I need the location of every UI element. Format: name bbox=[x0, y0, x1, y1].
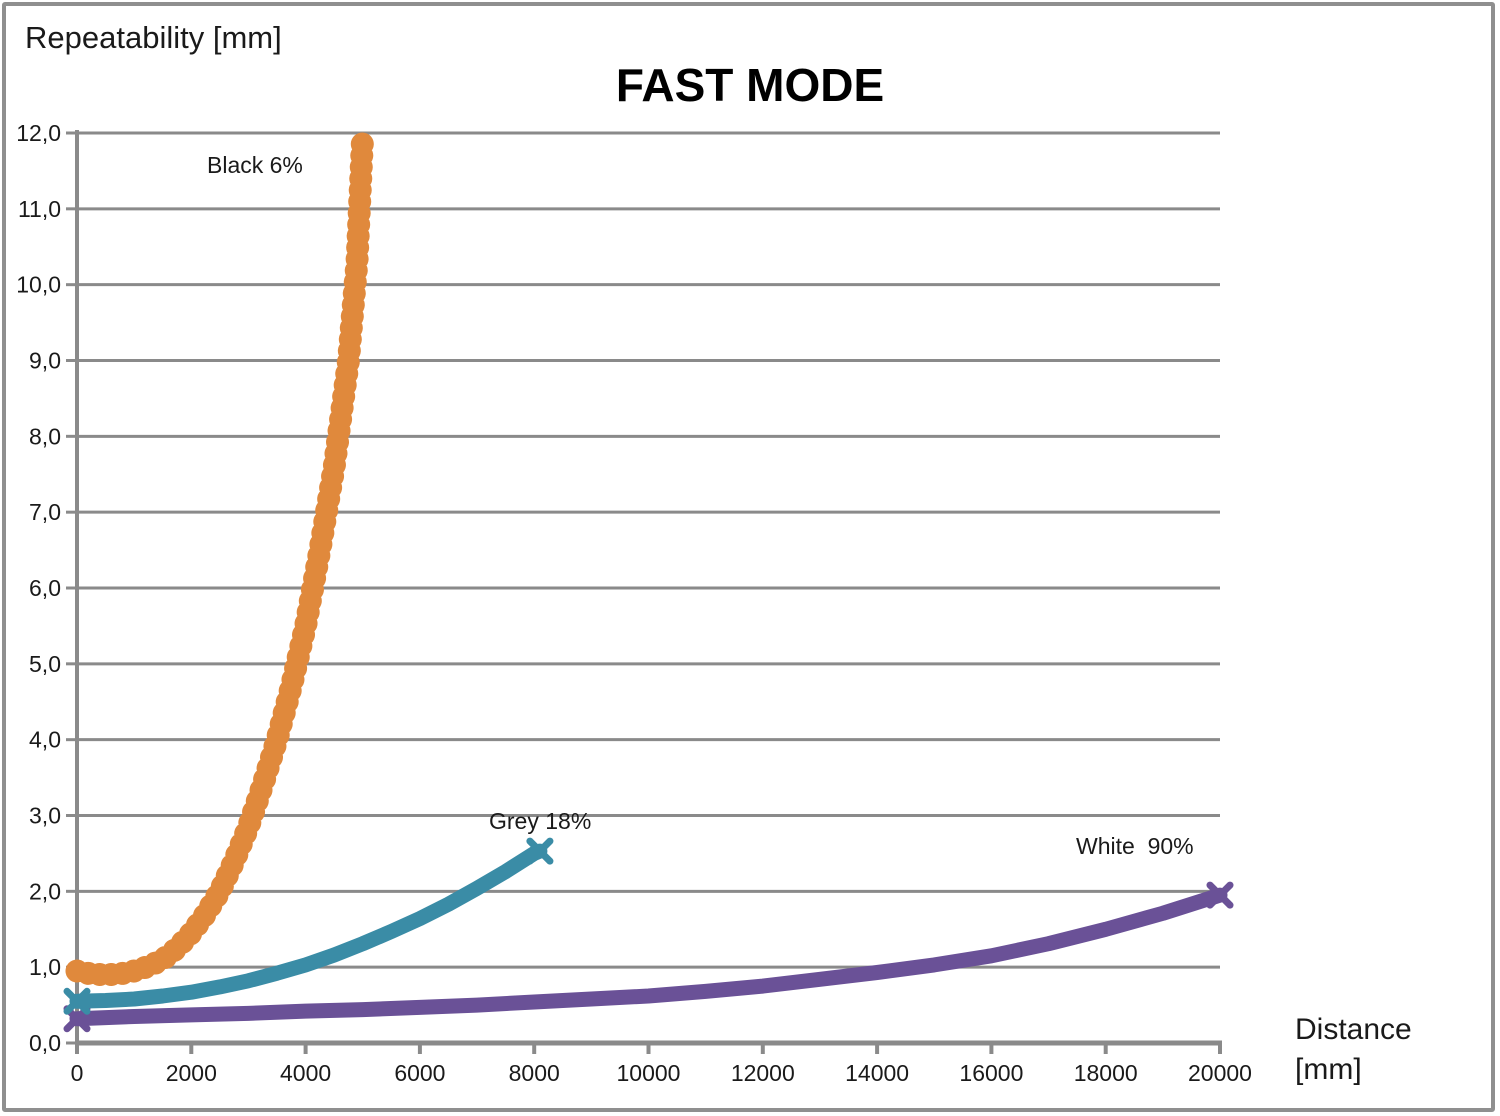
series-curve-black bbox=[65, 121, 375, 987]
x-axis-title-line2: [mm] bbox=[1295, 1053, 1362, 1086]
x-tick-label: 18000 bbox=[1074, 1060, 1138, 1086]
y-tick-label: 2,0 bbox=[29, 878, 61, 904]
y-tick-label: 9,0 bbox=[29, 348, 61, 374]
series-label-white-90: White 90% bbox=[1076, 833, 1194, 859]
x-tick-label: 10000 bbox=[617, 1060, 681, 1086]
series-curve-white bbox=[69, 887, 1228, 1027]
x-tick-label: 20000 bbox=[1188, 1060, 1252, 1086]
x-tick-label: 8000 bbox=[509, 1060, 560, 1086]
x-tick-label: 12000 bbox=[731, 1060, 795, 1086]
y-tick-label: 1,0 bbox=[29, 954, 61, 980]
chart-title: FAST MODE bbox=[615, 59, 885, 111]
x-tick-label: 2000 bbox=[166, 1060, 217, 1086]
x-axis-title: Distance [mm] bbox=[1295, 1010, 1412, 1090]
y-tick-label: 3,0 bbox=[29, 803, 61, 829]
y-tick-label: 8,0 bbox=[29, 423, 61, 449]
y-tick-label: 6,0 bbox=[29, 575, 61, 601]
y-axis-title: Repeatability [mm] bbox=[25, 20, 282, 55]
series-x-marker bbox=[1206, 881, 1234, 909]
x-tick-label: 0 bbox=[71, 1060, 84, 1086]
y-tick-label: 0,0 bbox=[29, 1030, 61, 1056]
y-tick-label: 5,0 bbox=[29, 651, 61, 677]
y-tick-label: 11,0 bbox=[18, 196, 61, 222]
y-tick-label: 7,0 bbox=[29, 499, 61, 525]
y-tick-label: 10,0 bbox=[16, 272, 61, 298]
series-x-marker bbox=[63, 987, 91, 1015]
series-label-grey-18: Grey 18% bbox=[489, 808, 592, 834]
x-tick-label: 6000 bbox=[394, 1060, 445, 1086]
series-curve-grey bbox=[69, 843, 548, 1009]
y-tick-label: 4,0 bbox=[29, 727, 61, 753]
x-tick-label: 16000 bbox=[959, 1060, 1023, 1086]
y-tick-label: 12,0 bbox=[16, 120, 61, 146]
x-tick-label: 14000 bbox=[845, 1060, 909, 1086]
x-axis-title-line1: Distance bbox=[1295, 1013, 1412, 1046]
x-tick-label: 4000 bbox=[280, 1060, 331, 1086]
series-x-marker bbox=[526, 837, 554, 865]
series-label-black-6: Black 6% bbox=[207, 152, 303, 178]
